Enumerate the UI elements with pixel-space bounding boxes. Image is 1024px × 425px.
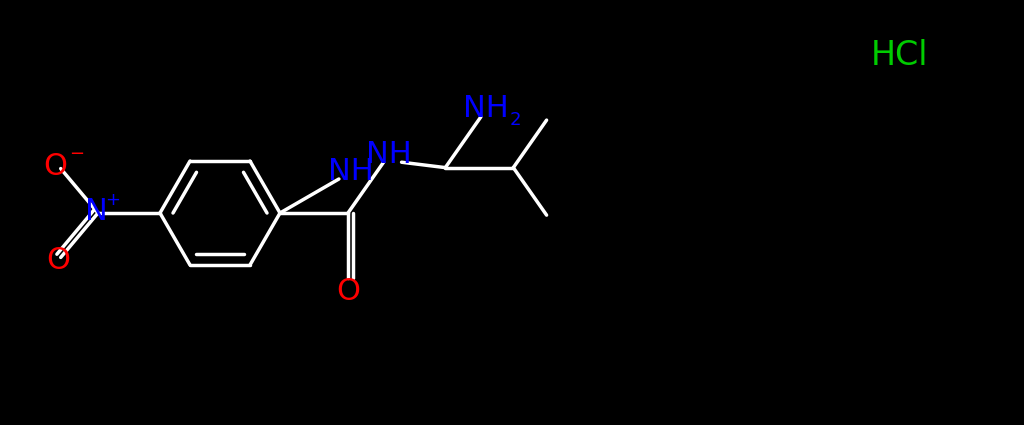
- Text: HCl: HCl: [871, 39, 929, 71]
- Text: N: N: [85, 196, 108, 226]
- Text: O: O: [336, 277, 360, 306]
- Text: O: O: [47, 246, 71, 275]
- Text: NH: NH: [328, 156, 374, 185]
- Text: −: −: [70, 144, 84, 163]
- Text: NH: NH: [366, 140, 412, 169]
- Text: 2: 2: [509, 111, 520, 129]
- Text: NH: NH: [463, 94, 509, 123]
- Text: +: +: [105, 191, 121, 209]
- Text: O: O: [44, 152, 68, 181]
